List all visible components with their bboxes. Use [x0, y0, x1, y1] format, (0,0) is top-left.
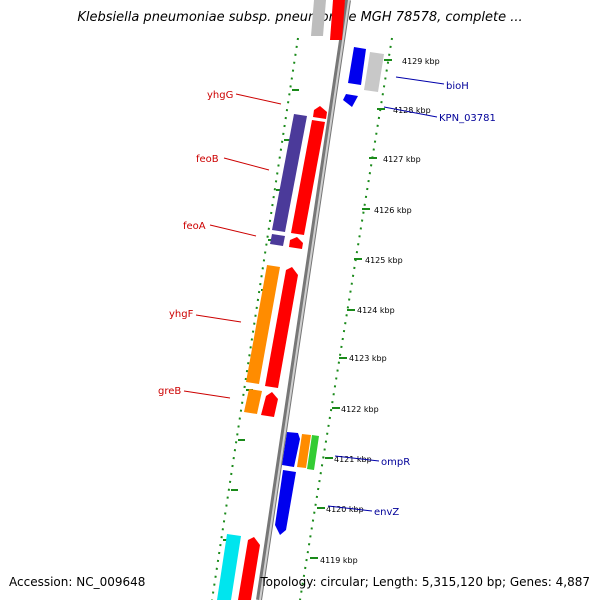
cds-red-feoB	[291, 120, 325, 235]
cds-orange-greB	[244, 389, 262, 414]
cds-red-feoA	[289, 237, 303, 249]
gene-label-bioH: bioH	[446, 81, 469, 92]
gene-label-yhgG: yhgG	[207, 90, 233, 101]
topology-text: Topology: circular; Length: 5,315,120 bp…	[260, 575, 590, 589]
tick-label-4119: 4119 kbp	[320, 556, 358, 565]
right-gene-labels: bioH KPN_03781 ompR envZ	[374, 81, 496, 518]
cds-features	[217, 0, 384, 600]
cds-grey-bioh	[364, 52, 384, 92]
cds-orange-yhgF	[246, 265, 280, 384]
tick-label-4125: 4125 kbp	[365, 256, 403, 265]
cds-red-yhgG	[313, 106, 327, 119]
left-gene-labels: yhgG feoB feoA yhgF greB	[158, 90, 233, 397]
cds-red-greB	[261, 392, 278, 417]
tick-label-4129: 4129 kbp	[402, 57, 440, 66]
map-title: Klebsiella pneumoniae subsp. pneumoniae …	[77, 10, 523, 25]
tick-label-4124: 4124 kbp	[357, 306, 395, 315]
gene-label-feoA: feoA	[183, 221, 206, 232]
gene-label-yhgF: yhgF	[169, 309, 194, 320]
cds-purple-feoB	[272, 114, 307, 232]
tick-label-4127: 4127 kbp	[383, 155, 421, 164]
cds-green-ompR	[307, 435, 319, 470]
backbone-highlight	[259, 0, 350, 600]
cds-red-bottom	[238, 537, 260, 600]
tick-label-4122: 4122 kbp	[341, 405, 379, 414]
gene-label-envZ: envZ	[374, 507, 399, 518]
cds-cyan-bottom	[217, 534, 241, 600]
left-label-connectors	[183, 93, 282, 399]
tick-label-4126: 4126 kbp	[374, 206, 412, 215]
gene-label-greB: greB	[158, 386, 181, 397]
tick-label-4123: 4123 kbp	[349, 354, 387, 363]
gene-label-feoB: feoB	[196, 154, 219, 165]
gene-label-KPN_03781: KPN_03781	[439, 113, 496, 124]
cds-grey-top	[311, 0, 326, 36]
tick-label-4121: 4121 kbp	[334, 455, 372, 464]
cds-red-yhgF	[265, 267, 298, 388]
outer-dotted-ring-left	[211, 37, 299, 600]
right-ring-ticks	[310, 59, 392, 559]
cds-blue-ompR	[282, 432, 300, 467]
cds-blue-biohl	[348, 47, 366, 85]
right-label-connectors	[327, 76, 445, 512]
cds-blue-small	[343, 94, 358, 107]
tick-label-4128: 4128 kbp	[393, 106, 431, 115]
cds-orange-ompR	[297, 434, 311, 468]
cds-red-top	[330, 0, 345, 40]
gene-label-ompR: ompR	[381, 457, 410, 468]
accession-text: Accession: NC_009648	[9, 575, 146, 589]
cds-blue-envZ	[275, 470, 296, 535]
tick-label-4120: 4120 kbp	[326, 505, 364, 514]
scale-labels: 4129 kbp 4128 kbp 4127 kbp 4126 kbp 4125…	[320, 57, 440, 565]
cds-purple-feoA	[270, 234, 285, 246]
